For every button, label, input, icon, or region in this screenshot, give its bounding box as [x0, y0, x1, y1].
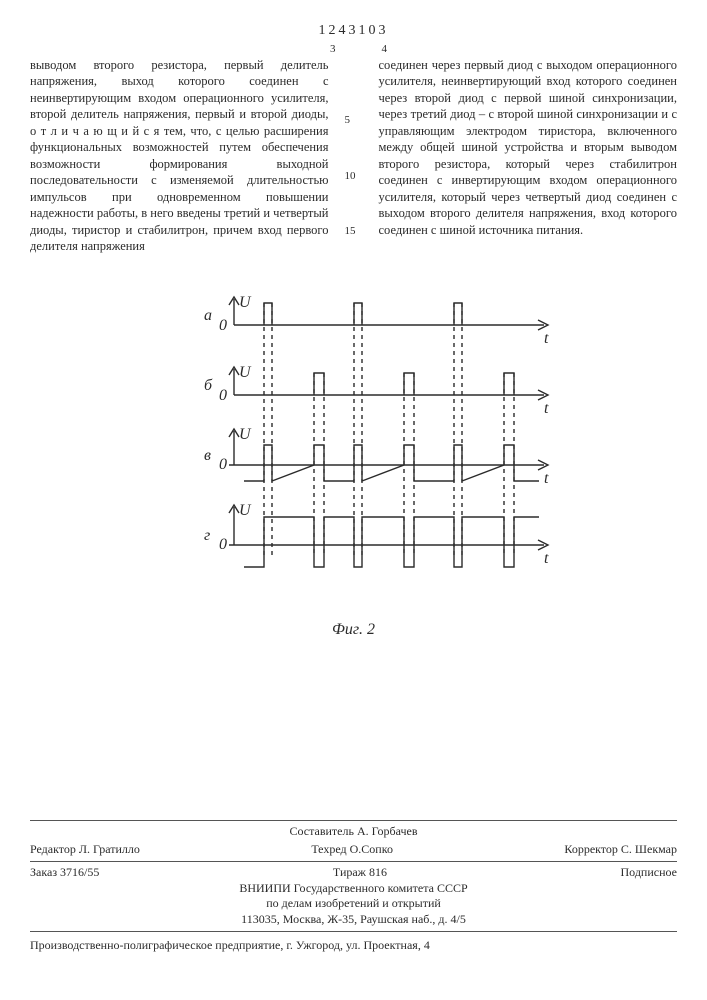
- printer-line: Производственно-полиграфическое предприя…: [30, 938, 677, 954]
- text-columns: выводом второго резистора, первый делите…: [30, 57, 677, 255]
- page-number: 1243103: [30, 22, 677, 40]
- axis-U-g: U: [239, 502, 252, 519]
- address: 113035, Москва, Ж-35, Раушская наб., д. …: [30, 912, 677, 928]
- timing-diagram: U 0 а t U 0 б t U: [30, 285, 677, 615]
- axis-U-b: U: [239, 364, 252, 381]
- footer-block: Составитель А. Горбачев Редактор Л. Грат…: [30, 820, 677, 954]
- side-mark-left: 3: [330, 42, 336, 57]
- axis-t-b: t: [544, 400, 549, 417]
- axis-U-a: U: [239, 294, 252, 311]
- axis-0-g: 0: [219, 536, 227, 553]
- row-label-a: а: [204, 307, 212, 324]
- org-line-2: по делам изобретений и открытий: [30, 896, 677, 912]
- figure-caption: Фиг. 2: [30, 619, 677, 640]
- org-line-1: ВНИИПИ Государственного комитета СССР: [30, 881, 677, 897]
- axis-U-v: U: [239, 426, 252, 443]
- axis-0-b: 0: [219, 387, 227, 404]
- ln-15: 15: [345, 224, 363, 239]
- axis-0-v: 0: [219, 456, 227, 473]
- axis-t-a: t: [544, 330, 549, 347]
- credit-tech: Техред О.Сопко: [311, 842, 393, 858]
- ln-10: 10: [345, 169, 363, 184]
- credit-corr: Корректор С. Шекмар: [564, 842, 677, 858]
- side-mark-right: 4: [382, 42, 388, 57]
- figure-svg: U 0 а t U 0 б t U: [144, 285, 564, 615]
- row-label-g: г: [204, 527, 210, 544]
- ln-5: 5: [345, 113, 363, 128]
- column-left: выводом второго резистора, первый делите…: [30, 57, 329, 255]
- column-right: соединен через первый диод с выходом опе…: [379, 57, 678, 255]
- row-label-b: б: [204, 377, 213, 394]
- order-left: Заказ 3716/55: [30, 865, 99, 881]
- order-mid: Тираж 816: [333, 865, 387, 881]
- axis-0-a: 0: [219, 317, 227, 334]
- credit-author: Составитель А. Горбачев: [290, 824, 418, 840]
- row-label-v: в: [204, 447, 211, 464]
- axis-t-v: t: [544, 470, 549, 487]
- line-numbers: 5 10 15: [345, 57, 363, 255]
- order-right: Подписное: [621, 865, 678, 881]
- credit-editor: Редактор Л. Гратилло: [30, 842, 140, 858]
- axis-t-g: t: [544, 550, 549, 567]
